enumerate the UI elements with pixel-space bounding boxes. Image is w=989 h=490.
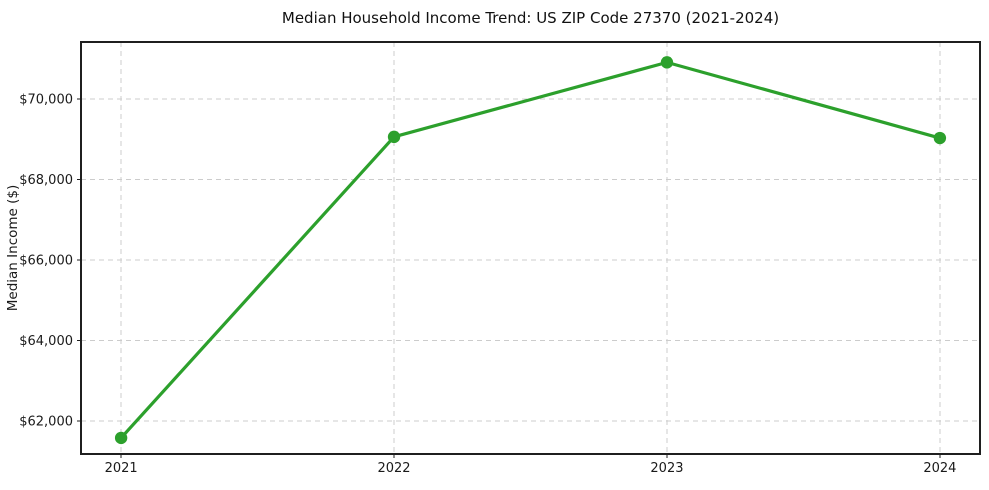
data-point-2023: [660, 56, 674, 69]
plot-frame: [80, 41, 981, 455]
x-tick-label: 2024: [923, 461, 956, 476]
y-tick-label: $66,000: [19, 253, 73, 268]
chart-title: Median Household Income Trend: US ZIP Co…: [281, 9, 780, 27]
data-point-2021: [114, 431, 128, 445]
y-tick-label: $62,000: [19, 414, 73, 429]
y-axis-label: Median Income ($): [5, 185, 21, 311]
data-point-2022: [387, 130, 401, 144]
y-tick-label: $68,000: [19, 173, 73, 188]
y-tick-label: $64,000: [19, 334, 73, 349]
income-trend-line: [119, 60, 942, 440]
x-tick-label: 2023: [650, 461, 683, 476]
y-tick-label: $70,000: [19, 92, 73, 107]
x-tick-label: 2022: [377, 461, 410, 476]
data-point-2024: [933, 131, 947, 145]
x-tick-label: 2021: [105, 461, 138, 476]
